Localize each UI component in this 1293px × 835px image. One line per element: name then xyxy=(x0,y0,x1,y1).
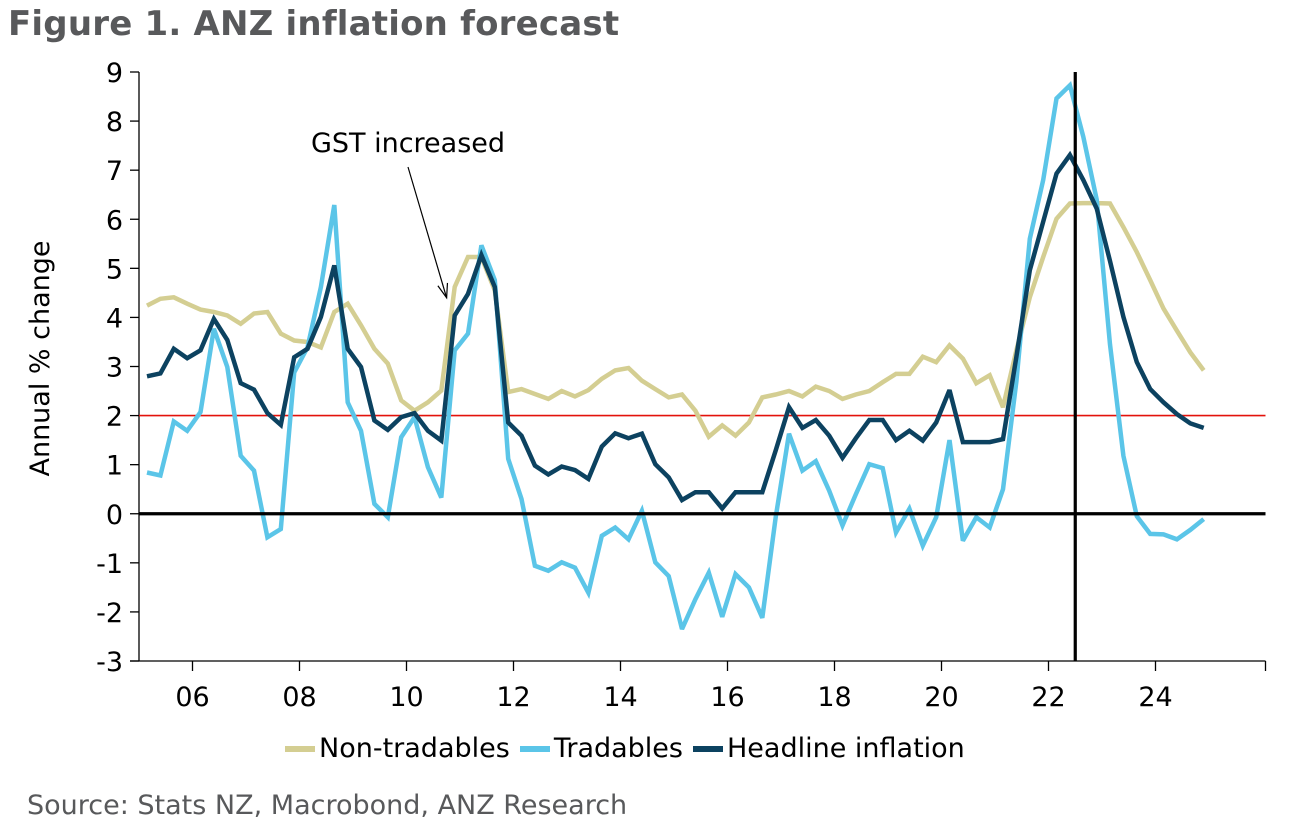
x-tick-label: 24 xyxy=(1138,682,1172,713)
legend-label: Non-tradables xyxy=(319,733,510,764)
y-tick-label: 7 xyxy=(106,156,123,187)
y-tick-label: 5 xyxy=(106,254,123,285)
x-tick-label: 22 xyxy=(1031,682,1065,713)
x-tick-label: 18 xyxy=(817,682,851,713)
x-tick-label: 16 xyxy=(710,682,744,713)
y-tick-label: 1 xyxy=(106,451,123,482)
y-tick-label: 9 xyxy=(106,58,123,89)
x-tick-label: 06 xyxy=(175,682,209,713)
y-tick-label: 8 xyxy=(106,107,123,138)
y-tick-label: -2 xyxy=(96,598,123,629)
legend-label: Tradables xyxy=(553,733,683,764)
legend-label: Headline inflation xyxy=(727,733,965,764)
y-tick-label: -3 xyxy=(96,647,123,678)
x-tick-label: 14 xyxy=(603,682,637,713)
series-non-tradables xyxy=(145,200,1206,441)
y-tick-label: 3 xyxy=(106,353,123,384)
annotation-label: GST increased xyxy=(311,128,505,159)
y-axis-label: Annual % change xyxy=(25,240,56,476)
annotation-arrowhead xyxy=(437,282,449,300)
y-tick-label: 2 xyxy=(106,402,123,433)
y-tick-label: 0 xyxy=(106,500,123,531)
series-lines xyxy=(145,80,1206,631)
legend-item: Headline inflation xyxy=(693,733,965,764)
legend-item: Non-tradables xyxy=(285,733,510,764)
legend-swatch xyxy=(285,745,315,752)
legend-swatch xyxy=(519,745,550,752)
legend-swatch xyxy=(693,745,723,752)
legend: Non-tradables Tradables Headline inflation xyxy=(285,733,975,764)
series-headline-inflation xyxy=(146,150,1205,512)
x-tick-label: 20 xyxy=(924,682,958,713)
x-tick-label: 10 xyxy=(389,682,423,713)
y-tick-label: -1 xyxy=(96,549,123,580)
x-tick-label: 12 xyxy=(496,682,530,713)
y-tick-label: 4 xyxy=(106,303,123,334)
annotation-arrow xyxy=(407,166,448,298)
series-tradables xyxy=(146,80,1206,631)
legend-item: Tradables xyxy=(519,733,683,764)
figure-title: Figure 1. ANZ inflation forecast xyxy=(8,4,620,44)
overlay xyxy=(139,72,1266,661)
x-tick-label: 08 xyxy=(282,682,316,713)
source-note: Source: Stats NZ, Macrobond, ANZ Researc… xyxy=(27,790,628,821)
y-tick-label: 6 xyxy=(106,205,123,236)
annotation: GST increased xyxy=(311,128,505,300)
